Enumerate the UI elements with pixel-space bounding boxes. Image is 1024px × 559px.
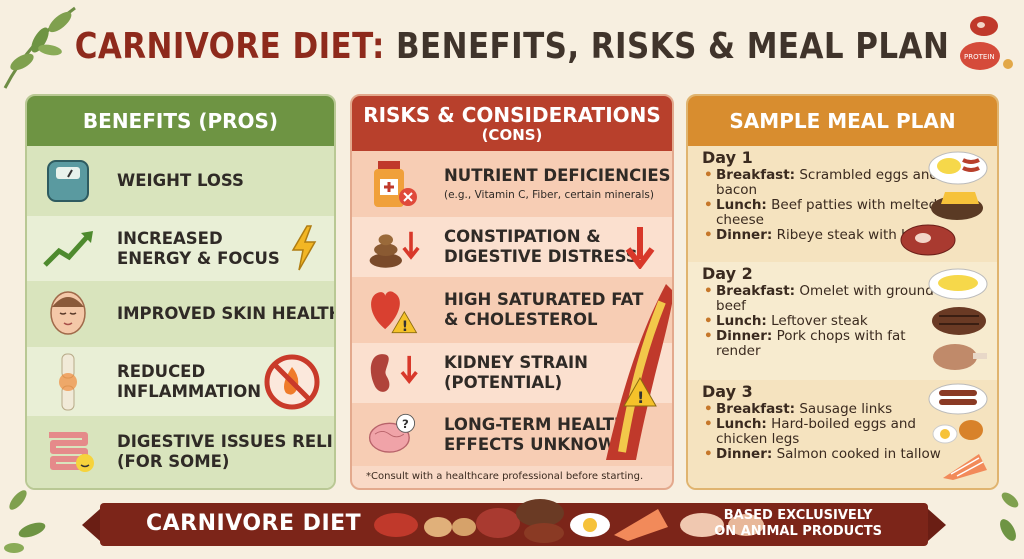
risks-heading-text: RISKS & CONSIDERATIONS xyxy=(363,102,661,127)
joint-icon xyxy=(41,353,95,410)
footer-tagline: BASED EXCLUSIVELY ON ANIMAL PRODUCTS xyxy=(714,508,882,539)
benefit-label: IMPROVED SKIN HEALTH xyxy=(117,304,336,323)
risk-label: LONG-TERM HEALTH EFFECTS UNKNOWN xyxy=(444,414,630,454)
benefit-item: WEIGHT LOSS xyxy=(27,146,334,216)
lightning-icon xyxy=(291,225,317,271)
risk-item: CONSTIPATION & DIGESTIVE DISTRESS xyxy=(352,217,672,277)
meal-item: Dinner: Salmon cooked in tallow xyxy=(702,447,992,463)
burger-patty-icon xyxy=(931,192,983,220)
day-title: Day 1 xyxy=(702,148,753,167)
risk-label: CONSTIPATION & DIGESTIVE DISTRESS xyxy=(444,227,638,266)
benefit-label: DIGESTIVE ISSUES RELIEF (FOR SOME) xyxy=(117,432,336,471)
svg-text:?: ? xyxy=(402,416,409,430)
meal-item: Lunch: Leftover steak xyxy=(702,314,942,330)
benefit-item: IMPROVED SKIN HEALTH xyxy=(27,281,334,347)
page-title: CARNIVORE DIET: BENEFITS, RISKS & MEAL P… xyxy=(72,26,953,67)
no-fire-icon xyxy=(264,354,320,410)
meal-item: Dinner: Pork chops with fat render xyxy=(702,329,942,359)
benefit-label: INCREASED ENERGY & FOCUS xyxy=(117,228,280,268)
svg-text:!: ! xyxy=(402,319,408,335)
meal-day: Day 2 Breakfast: Omelet with ground beef… xyxy=(688,262,997,380)
benefit-label: REDUCED INFLAMMATION xyxy=(117,361,262,401)
benefits-heading-text: BENEFITS (PROS) xyxy=(82,109,279,133)
risk-label: NUTRIENT DEFICIENCIES (e.g., Vitamin C, F… xyxy=(444,166,671,201)
meat-assortment-icon xyxy=(374,499,764,543)
benefit-item: DIGESTIVE ISSUES RELIEF (FOR SOME) xyxy=(27,416,334,488)
benefit-label: WEIGHT LOSS xyxy=(117,171,244,190)
title-part2: BENEFITS, RISKS & MEAL PLAN xyxy=(396,26,950,67)
supplement-bottle-icon xyxy=(366,157,420,211)
risks-panel: RISKS & CONSIDERATIONS (CONS) NUTRIENT D… xyxy=(350,94,674,490)
poop-icon xyxy=(366,220,420,274)
trend-up-icon xyxy=(41,222,95,276)
leftover-steak-icon xyxy=(932,307,986,335)
risk-item: KIDNEY STRAIN (POTENTIAL) xyxy=(352,343,672,403)
risk-item: ! HIGH SATURATED FAT & CHOLESTEROL xyxy=(352,277,672,343)
salmon-icon xyxy=(943,454,987,480)
protein-badge: PROTEIN xyxy=(964,53,995,61)
meal-day: Day 3 Breakfast: Sausage links Lunch: Ha… xyxy=(688,380,997,488)
kidney-icon xyxy=(366,346,420,400)
heart-icon: ! xyxy=(366,283,420,337)
benefits-panel: BENEFITS (PROS) WEIGHT LOSS INCREASED ENE… xyxy=(25,94,336,490)
scale-icon xyxy=(41,154,95,208)
meal-item: Lunch: Beef patties with melted cheese xyxy=(702,198,942,228)
benefit-item: REDUCED INFLAMMATION xyxy=(27,347,334,416)
face-icon xyxy=(41,287,95,341)
omelet-icon xyxy=(928,268,988,300)
benefit-item: INCREASED ENERGY & FOCUS xyxy=(27,216,334,281)
footer-title: CARNIVORE DIET xyxy=(146,511,362,536)
meal-item: Lunch: Hard-boiled eggs and chicken legs xyxy=(702,417,942,447)
steak-icon xyxy=(900,224,956,256)
meal-day: Day 1 Breakfast: Scrambled eggs and baco… xyxy=(688,146,997,262)
leaf-decoration-icon xyxy=(1000,492,1019,541)
day-title: Day 3 xyxy=(702,382,753,401)
risk-label: KIDNEY STRAIN (POTENTIAL) xyxy=(444,353,588,392)
meal-item: Breakfast: Omelet with ground beef xyxy=(702,284,942,314)
risks-heading: RISKS & CONSIDERATIONS (CONS) xyxy=(352,96,672,151)
steak-decoration-icon: PROTEIN xyxy=(960,16,1013,70)
leaf-decoration-icon xyxy=(3,6,76,89)
down-arrow-icon xyxy=(625,227,655,269)
meal-item: Breakfast: Sausage links xyxy=(702,402,942,418)
risks-subheading: (CONS) xyxy=(481,125,543,144)
intestine-icon xyxy=(41,425,95,479)
artery-icon: ! xyxy=(606,284,672,460)
sausage-icon xyxy=(928,383,988,415)
leaf-decoration-icon xyxy=(4,490,46,553)
meal-plan-heading-text: SAMPLE MEAL PLAN xyxy=(729,109,956,133)
risk-item: NUTRIENT DEFICIENCIES (e.g., Vitamin C, F… xyxy=(352,151,672,217)
footer-banner: CARNIVORE DIET BASED EXCLUSIVELY ON ANIMA… xyxy=(82,499,946,546)
benefits-heading: BENEFITS (PROS) xyxy=(27,96,334,146)
meal-plan-heading: SAMPLE MEAL PLAN xyxy=(688,96,997,146)
chicken-eggs-icon xyxy=(932,420,983,444)
day-title: Day 2 xyxy=(702,264,753,283)
meal-plan-panel: SAMPLE MEAL PLAN Day 1 Breakfast: Scramb… xyxy=(686,94,999,490)
risk-label: HIGH SATURATED FAT & CHOLESTEROL xyxy=(444,290,644,329)
title-part1: CARNIVORE DIET: xyxy=(74,26,385,67)
svg-text:!: ! xyxy=(637,388,644,407)
eggs-bacon-icon xyxy=(928,151,988,185)
risk-disclaimer: *Consult with a healthcare professional … xyxy=(366,471,644,482)
pork-chop-icon xyxy=(933,344,987,370)
meal-item: Breakfast: Scrambled eggs and bacon xyxy=(702,168,942,198)
brain-icon: ? xyxy=(366,408,420,462)
